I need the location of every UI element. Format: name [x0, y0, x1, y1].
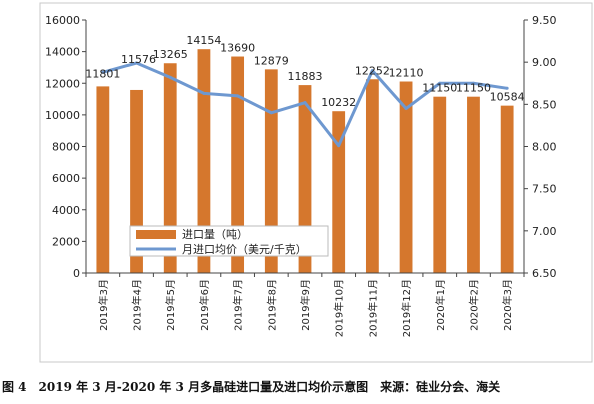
bar-2019年7月 [231, 56, 245, 274]
bar-2019年6月 [197, 49, 211, 273]
right-tick-label: 9.00 [532, 56, 557, 69]
right-tick-label: 6.50 [532, 267, 557, 280]
bar-2019年5月 [163, 63, 177, 273]
right-tick-label: 9.50 [532, 14, 557, 27]
data-label: 12252 [355, 64, 390, 77]
price-point-2020年1月 [438, 81, 442, 85]
left-tick-label: 8000 [52, 141, 80, 154]
data-label: 11150 [422, 82, 457, 95]
price-point-2020年3月 [505, 86, 509, 90]
data-label: 11576 [121, 53, 156, 66]
data-label: 11801 [85, 67, 120, 80]
legend-bar-label: 进口量（吨） [182, 228, 248, 241]
bar-2019年3月 [96, 86, 110, 273]
price-point-2019年4月 [135, 61, 139, 65]
price-point-2019年7月 [236, 94, 240, 98]
x-tick-label: 2019年12月 [400, 279, 413, 337]
data-label: 12879 [254, 54, 289, 67]
right-tick-label: 7.00 [532, 225, 557, 238]
data-label: 11150 [456, 82, 491, 95]
price-point-2019年6月 [202, 91, 206, 95]
left-tick-label: 0 [73, 267, 80, 280]
price-point-2020年2月 [471, 81, 475, 85]
price-point-2019年12月 [404, 107, 408, 111]
legend: 进口量（吨） 月进口均价（美元/千克） [129, 225, 329, 257]
line-layer [101, 61, 509, 148]
bar-2020年1月 [433, 96, 447, 273]
bar-2019年8月 [264, 69, 278, 273]
x-tick-label: 2019年3月 [97, 279, 110, 331]
x-tick-label: 2019年8月 [265, 279, 278, 331]
left-tick-label: 12000 [45, 77, 80, 90]
price-point-2019年5月 [168, 75, 172, 79]
legend-bar-swatch [136, 230, 176, 239]
figure-caption: 图 4 2019 年 3 月-2020 年 3 月多晶硅进口量及进口均价示意图 … [2, 380, 501, 394]
legend-line-label: 月进口均价（美元/千克） [182, 243, 307, 256]
right-tick-label: 7.50 [532, 183, 557, 196]
price-point-2019年11月 [370, 69, 374, 73]
axes-layer: 0 2000 4000 6000 8000 10000 12000 14000 16000 6.5… [45, 14, 557, 337]
bar-2020年3月 [500, 105, 514, 273]
x-tick-label: 2019年7月 [232, 279, 245, 331]
bar-2020年2月 [467, 96, 480, 273]
price-point-2019年9月 [303, 101, 307, 105]
x-tick-label: 2020年2月 [467, 279, 480, 331]
x-tick-label: 2019年5月 [164, 279, 177, 331]
left-tick-label: 4000 [52, 204, 80, 217]
right-tick-label: 8.50 [532, 98, 557, 111]
chart-frame [39, 2, 593, 363]
data-label: 10232 [321, 96, 356, 109]
x-tick-label: 2020年3月 [501, 279, 514, 331]
x-tick-label: 2019年4月 [131, 279, 144, 331]
x-tick-label: 2019年9月 [299, 279, 312, 331]
left-tick-label: 14000 [45, 46, 80, 59]
x-tick-label: 2019年10月 [333, 279, 346, 337]
left-tick-label: 10000 [45, 109, 80, 122]
left-tick-label: 6000 [52, 172, 80, 185]
data-label: 10584 [490, 91, 525, 104]
price-point-2019年8月 [269, 111, 273, 115]
bar-2019年11月 [365, 79, 379, 273]
data-label: 11883 [288, 70, 323, 83]
price-point-2019年3月 [101, 70, 105, 74]
data-label: 14154 [186, 34, 221, 47]
bar-2019年12月 [399, 81, 413, 274]
data-label: 13265 [153, 48, 188, 61]
data-label: 12110 [389, 67, 424, 80]
x-tick-label: 2019年11月 [366, 279, 379, 337]
bar-2019年10月 [332, 111, 346, 273]
data-label: 13690 [220, 42, 255, 55]
price-point-2019年10月 [337, 144, 341, 148]
x-tick-label: 2020年1月 [434, 279, 447, 331]
legend-box [129, 225, 329, 257]
x-tick-label: 2019年6月 [198, 279, 211, 331]
left-tick-label: 16000 [45, 14, 80, 27]
left-tick-label: 2000 [52, 235, 80, 248]
right-tick-label: 8.00 [532, 141, 557, 154]
